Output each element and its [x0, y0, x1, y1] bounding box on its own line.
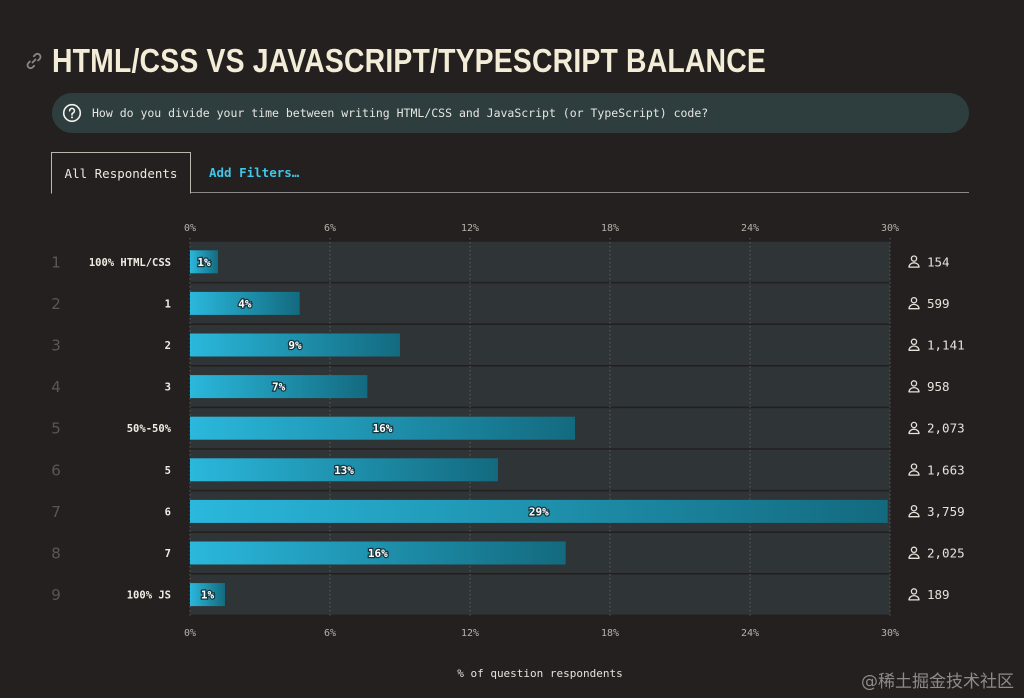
person-icon: [908, 546, 920, 559]
person-icon-body: [908, 345, 920, 351]
category-label: 7: [165, 548, 171, 560]
person-icon-body: [908, 511, 920, 518]
x-tick-label-top: 12%: [461, 223, 479, 234]
person-icon-head: [910, 463, 918, 470]
data-bar: [190, 458, 498, 482]
question-icon: [62, 103, 82, 123]
row-band: [190, 574, 890, 615]
x-tick-label-bottom: 30%: [881, 628, 899, 639]
respondent-count: 1,663: [927, 462, 965, 477]
data-bar: [190, 416, 575, 440]
respondent-count: 2,073: [927, 421, 965, 436]
row-number: 5: [51, 420, 61, 438]
data-label: 16%: [373, 422, 393, 435]
category-label: 100% JS: [127, 590, 171, 602]
x-tick-label-top: 6%: [324, 223, 336, 234]
data-label: 16%: [368, 547, 388, 560]
person-icon-body: [908, 428, 920, 435]
row-number: 4: [51, 378, 61, 396]
row-number: 8: [51, 545, 61, 563]
data-label: 9%: [288, 339, 302, 352]
person-icon-head: [910, 546, 918, 554]
x-axis-title: % of question respondents: [457, 667, 623, 680]
person-icon: [908, 588, 920, 601]
respondent-count: 154: [927, 254, 950, 269]
person-icon: [908, 255, 920, 268]
person-icon-body: [908, 303, 920, 310]
person-icon-body: [908, 553, 920, 559]
person-icon-head: [910, 255, 918, 262]
data-bar: [190, 541, 566, 565]
respondent-count: 189: [927, 587, 950, 602]
data-label: 7%: [272, 381, 286, 394]
person-icon-body: [908, 595, 920, 601]
person-icon-head: [910, 421, 918, 429]
x-tick-label-top: 18%: [601, 223, 619, 234]
question-text: How do you divide your time between writ…: [92, 106, 709, 120]
link-icon[interactable]: [24, 51, 44, 71]
row-band: [190, 241, 890, 282]
person-icon-head: [910, 588, 918, 595]
data-label: 4%: [238, 297, 252, 310]
person-icon: [908, 380, 920, 393]
person-icon-head: [910, 504, 918, 512]
page-title: HTML/CSS VS JAVASCRIPT/TYPESCRIPT BALANC…: [52, 42, 767, 79]
person-icon-head: [910, 296, 918, 304]
person-icon-body: [908, 387, 920, 393]
category-label: 2: [165, 340, 171, 352]
data-bar: [190, 291, 300, 315]
category-label: 3: [165, 382, 171, 394]
row-number: 9: [51, 586, 61, 604]
person-icon-body: [908, 262, 920, 268]
person-icon-body: [908, 470, 920, 476]
person-icon: [908, 338, 920, 351]
question-box: How do you divide your time between writ…: [52, 93, 969, 133]
row-number: 3: [51, 337, 61, 355]
x-tick-label-bottom: 6%: [324, 628, 336, 639]
respondent-count: 3,759: [927, 504, 965, 519]
x-tick-label-bottom: 0%: [184, 628, 196, 639]
row-number: 1: [51, 253, 61, 271]
category-label: 1: [165, 298, 171, 310]
data-label: 1%: [201, 589, 215, 602]
x-tick-label-top: 0%: [184, 223, 196, 234]
person-icon: [908, 296, 920, 310]
data-bar: [190, 499, 888, 523]
x-tick-label-bottom: 12%: [461, 628, 479, 639]
watermark: @稀土掘金技术社区: [861, 672, 1014, 692]
person-icon: [908, 463, 920, 476]
add-filters-button[interactable]: Add Filters…: [209, 165, 300, 180]
respondent-count: 958: [927, 379, 950, 394]
person-icon-head: [910, 338, 918, 346]
tab-all-respondents[interactable]: All Respondents: [51, 152, 191, 194]
chart-header: HTML/CSS VS JAVASCRIPT/TYPESCRIPT BALANC…: [24, 38, 882, 84]
data-bar: [190, 583, 225, 607]
person-icon-head: [910, 380, 918, 387]
x-tick-label-top: 24%: [741, 223, 759, 234]
x-tick-label-top: 30%: [881, 223, 899, 234]
data-bar: [190, 333, 400, 357]
person-icon: [908, 421, 920, 435]
data-label: 1%: [197, 256, 211, 269]
respondent-count: 2,025: [927, 546, 965, 561]
data-label: 13%: [334, 464, 354, 477]
category-label: 6: [165, 506, 171, 518]
tab-bar: All Respondents Add Filters…: [51, 152, 969, 194]
x-tick-label-bottom: 24%: [741, 628, 759, 639]
person-icon: [908, 504, 920, 518]
x-tick-label-bottom: 18%: [601, 628, 619, 639]
category-label: 50%-50%: [127, 423, 172, 435]
respondent-count: 1,141: [927, 338, 965, 353]
data-bar: [190, 375, 368, 399]
row-number: 2: [51, 295, 61, 313]
data-label: 29%: [529, 505, 549, 518]
respondent-count: 599: [927, 296, 950, 311]
data-bar: [190, 250, 218, 274]
category-label: 5: [165, 465, 171, 477]
category-label: 100% HTML/CSS: [89, 257, 171, 269]
row-band: [190, 283, 890, 324]
row-number: 6: [51, 461, 61, 479]
row-number: 7: [51, 503, 61, 521]
